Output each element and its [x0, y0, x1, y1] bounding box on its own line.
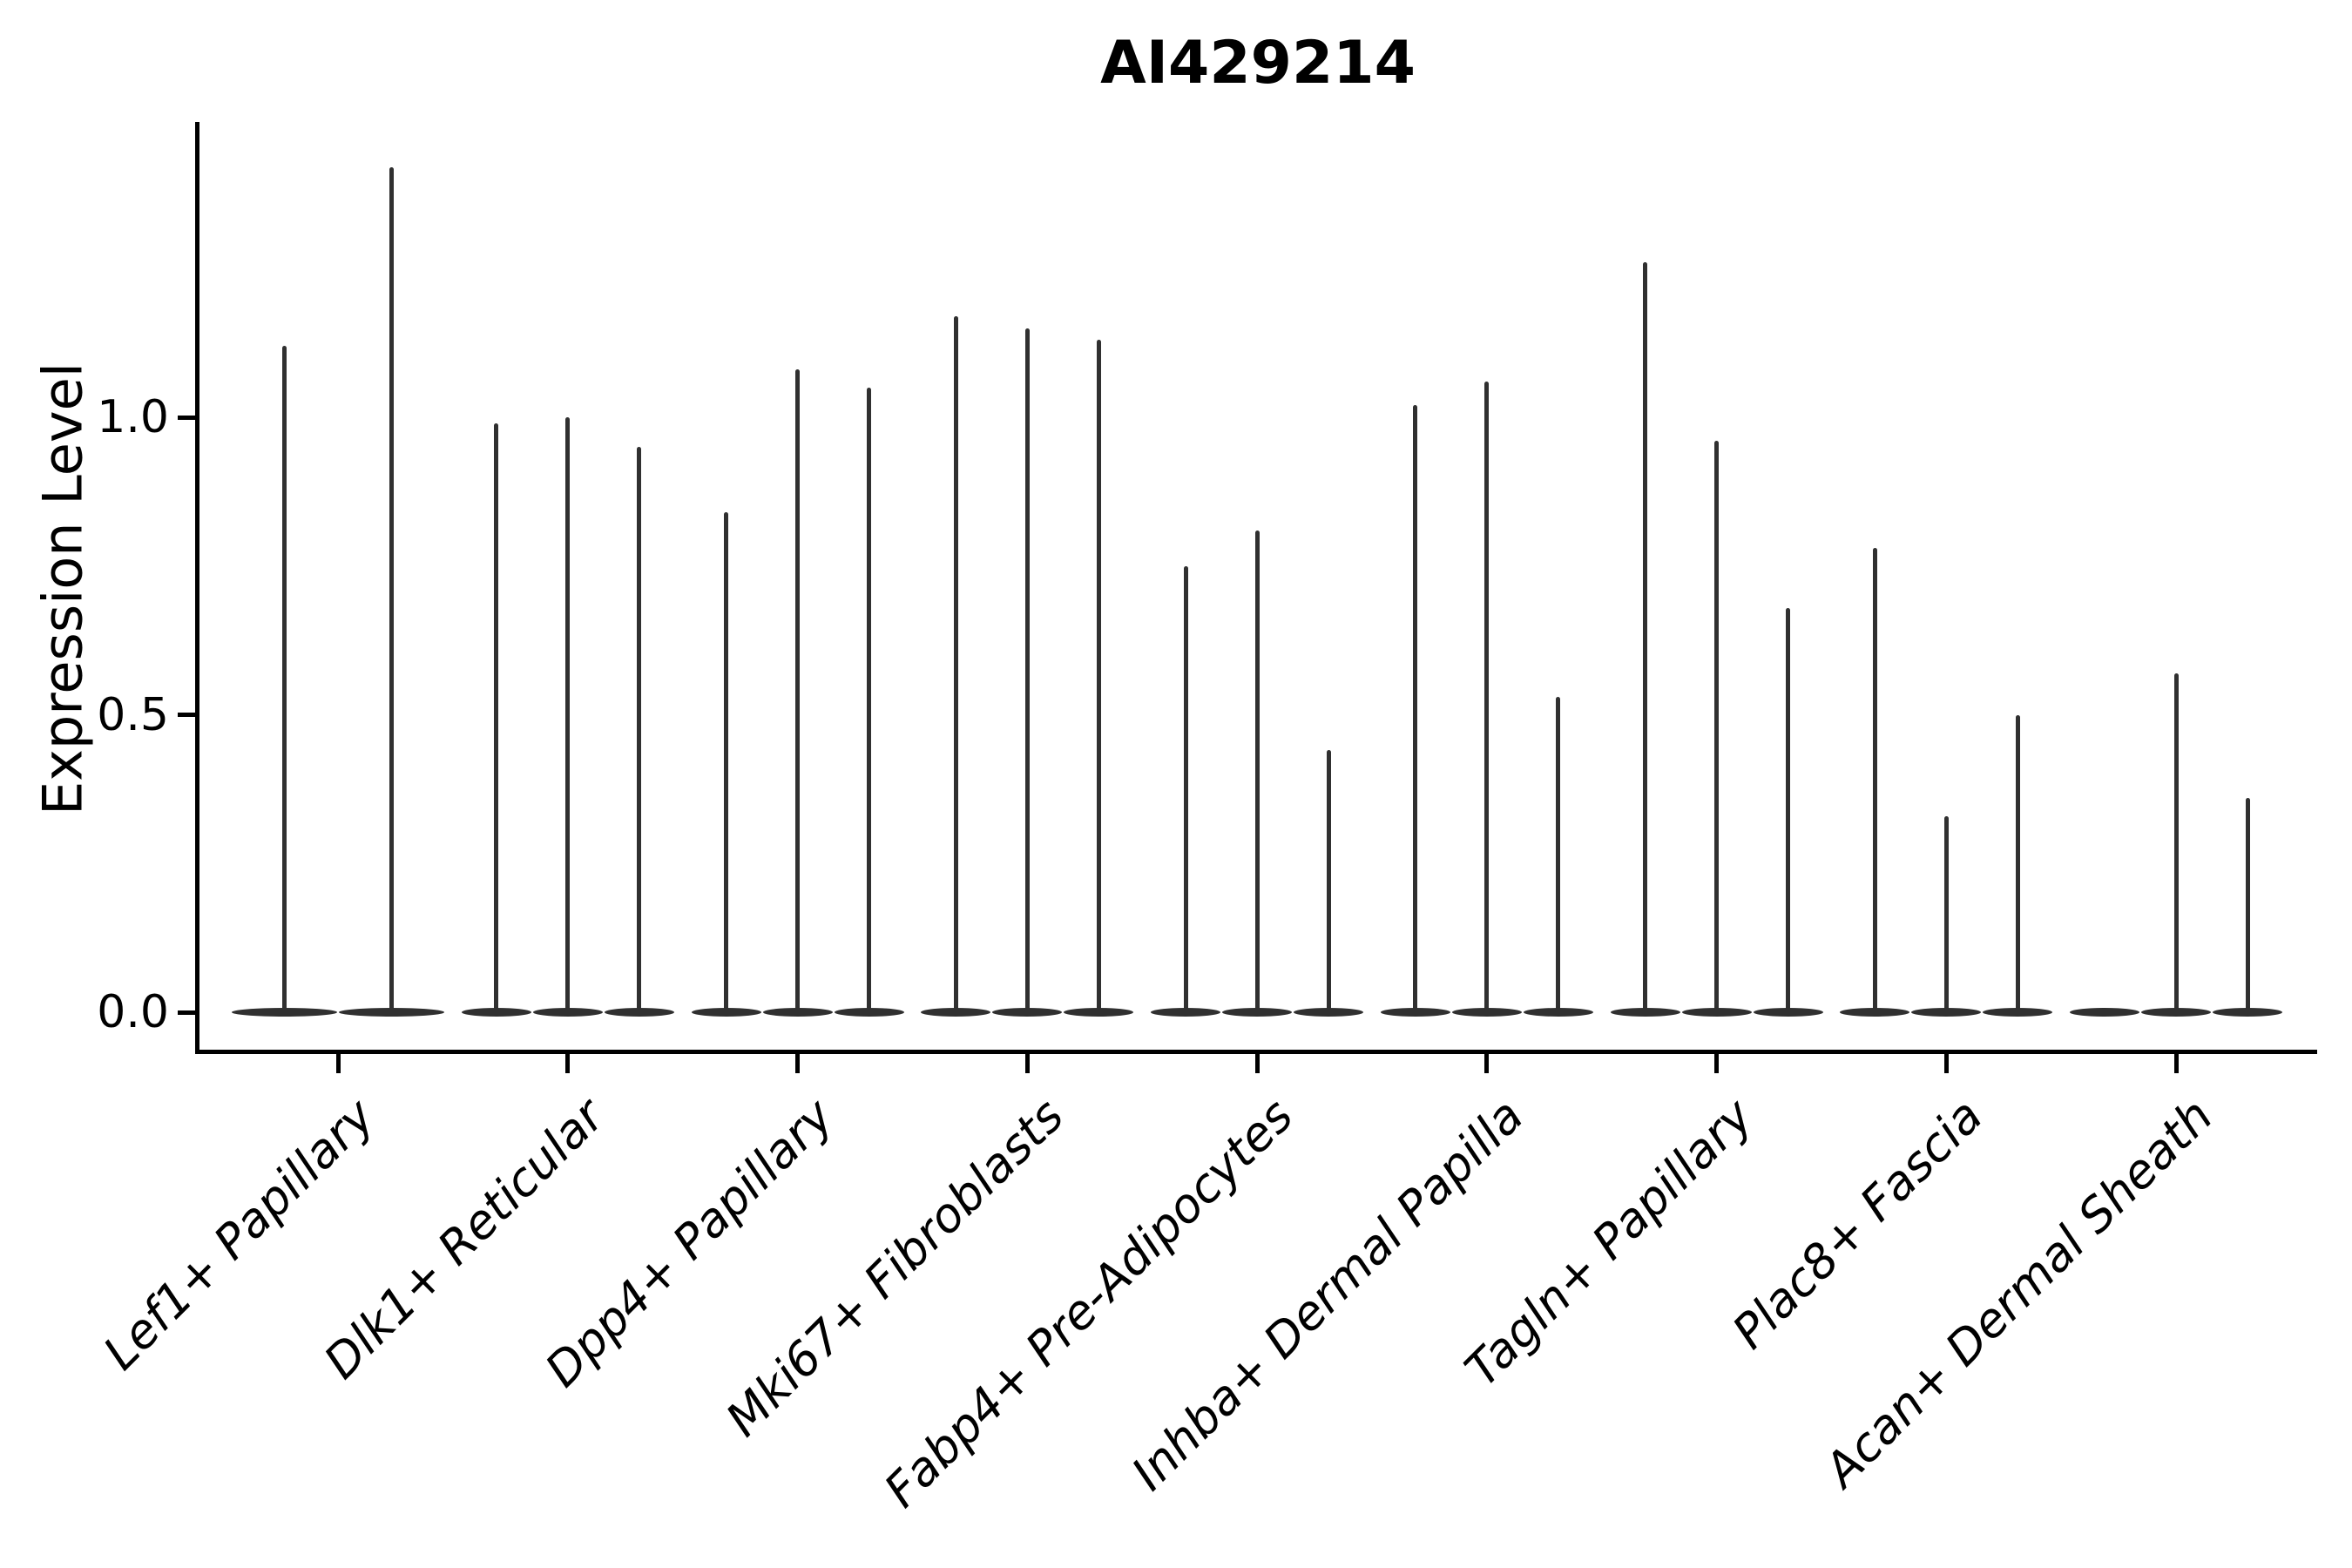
- violin-body: [1380, 1008, 1450, 1017]
- x-tick-mark: [1024, 1052, 1030, 1073]
- x-tick-label: Inhba+ Dermal Papilla: [1120, 1088, 1534, 1501]
- y-tick-mark: [178, 415, 196, 420]
- x-tick-mark: [1254, 1052, 1260, 1073]
- violin-max-spike: [1786, 607, 1790, 1012]
- violin-max-spike: [1943, 815, 1949, 1012]
- violin-max-spike: [1484, 382, 1490, 1012]
- x-tick-mark: [335, 1052, 341, 1073]
- violin-max-spike: [2245, 798, 2250, 1012]
- violin-body: [762, 1008, 833, 1017]
- violin-max-spike: [1643, 262, 1647, 1012]
- violin-body: [1681, 1008, 1752, 1017]
- violin-max-spike: [1872, 548, 1877, 1012]
- violin-max-spike: [2015, 714, 2020, 1012]
- violin-body: [2213, 1008, 2282, 1017]
- violin-body: [1610, 1008, 1680, 1017]
- y-tick-mark: [178, 713, 196, 717]
- violin-max-spike: [953, 315, 958, 1012]
- y-axis-spine: [195, 122, 199, 1054]
- violin-max-spike: [282, 346, 287, 1012]
- y-tick-label: 0.0: [97, 986, 169, 1038]
- violin-max-spike: [2173, 672, 2179, 1012]
- violin-body: [1983, 1008, 2053, 1017]
- violin-body: [1911, 1008, 1982, 1017]
- violin-body: [992, 1008, 1063, 1017]
- violin-body: [1840, 1008, 1910, 1017]
- x-tick-label: Plac8+ Fascia: [1721, 1088, 1993, 1360]
- violin-max-spike: [1254, 530, 1260, 1012]
- violin-body: [1064, 1008, 1134, 1017]
- violin-max-spike: [389, 167, 394, 1012]
- x-tick-mark: [2173, 1052, 2179, 1073]
- violin-max-spike: [1326, 750, 1331, 1012]
- x-tick-mark: [565, 1052, 571, 1073]
- x-tick-mark: [1714, 1052, 1719, 1073]
- violin-max-spike: [1556, 697, 1561, 1012]
- violin-body: [1451, 1008, 1522, 1017]
- violin-body: [921, 1008, 991, 1017]
- violin-body: [691, 1008, 761, 1017]
- x-tick-mark: [1943, 1052, 1949, 1073]
- violin-body: [339, 1008, 444, 1017]
- violin-body: [834, 1008, 904, 1017]
- violin-max-spike: [1024, 328, 1030, 1012]
- violin-body: [2070, 1008, 2139, 1017]
- violin-body: [2141, 1008, 2211, 1017]
- x-tick-mark: [795, 1052, 800, 1073]
- x-axis-spine: [195, 1050, 2317, 1054]
- y-tick-label: 0.5: [97, 688, 169, 741]
- violin-body: [1523, 1008, 1593, 1017]
- plot-title: AI429214: [1100, 29, 1416, 98]
- x-tick-label: Acan+ Dermal Sheath: [1813, 1088, 2223, 1497]
- x-tick-mark: [1484, 1052, 1490, 1073]
- violin-body: [1753, 1008, 1823, 1017]
- violin-max-spike: [565, 417, 571, 1012]
- violin-body: [461, 1008, 531, 1017]
- y-tick-mark: [178, 1010, 196, 1015]
- violin-body: [1294, 1008, 1363, 1017]
- violin-max-spike: [1714, 441, 1719, 1012]
- violin-max-spike: [1183, 565, 1188, 1012]
- violin-body: [1151, 1008, 1220, 1017]
- violin-max-spike: [724, 512, 728, 1012]
- violin-max-spike: [1096, 340, 1101, 1012]
- violin-body: [232, 1008, 337, 1017]
- violin-max-spike: [795, 369, 800, 1012]
- violin-max-spike: [867, 387, 871, 1012]
- y-tick-label: 1.0: [97, 391, 169, 443]
- x-tick-label: Fabp4+ Pre-Adipocytes: [874, 1088, 1304, 1518]
- violin-max-spike: [494, 422, 499, 1012]
- violin-body: [532, 1008, 603, 1017]
- violin-body: [1222, 1008, 1292, 1017]
- violin-max-spike: [1413, 405, 1418, 1012]
- violin-max-spike: [637, 447, 642, 1012]
- violin-body: [604, 1008, 674, 1017]
